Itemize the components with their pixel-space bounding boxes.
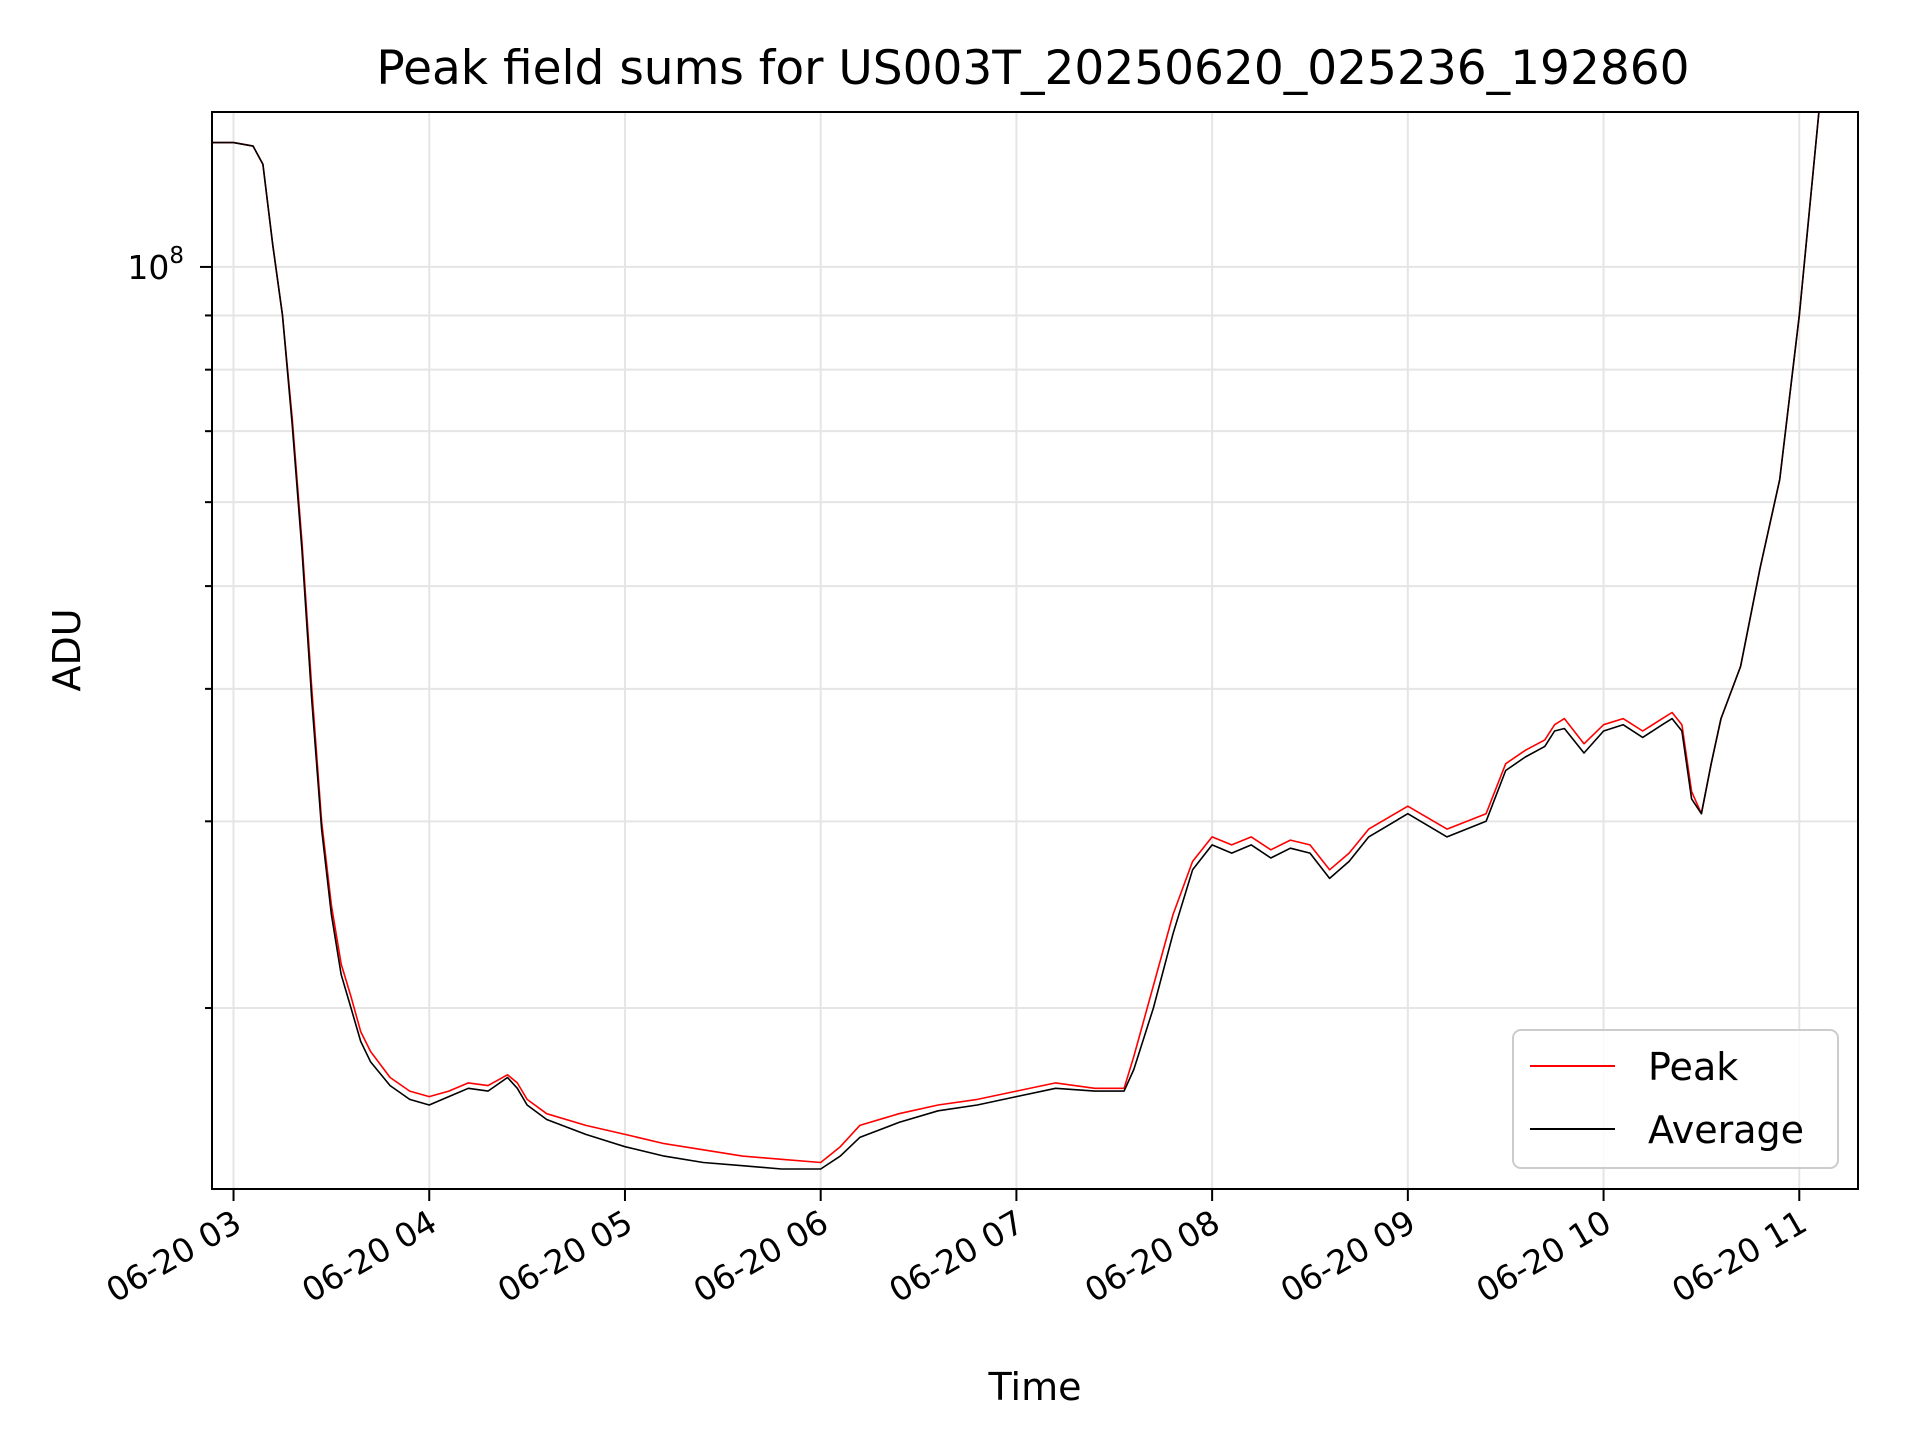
plot-area <box>212 111 1820 1170</box>
series-line-average <box>212 111 1820 1170</box>
y-axis-label: ADU <box>45 608 89 691</box>
y-tick-label: 108 <box>127 243 184 287</box>
x-axis-label: Time <box>988 1365 1082 1409</box>
grid <box>212 112 1858 1189</box>
series-line-peak <box>212 111 1820 1164</box>
y-axis: 108 <box>127 243 212 1010</box>
y-tick-label-exponent: 8 <box>169 243 184 269</box>
legend-label-peak: Peak <box>1648 1045 1738 1089</box>
y-tick-label-base: 10 <box>127 248 169 287</box>
legend-label-average: Average <box>1648 1108 1804 1152</box>
plot-frame <box>211 111 1859 1190</box>
legend: Peak Average <box>1512 1029 1839 1169</box>
legend-box <box>1512 1029 1839 1169</box>
chart-title: Peak field sums for US003T_20250620_0252… <box>376 41 1689 96</box>
